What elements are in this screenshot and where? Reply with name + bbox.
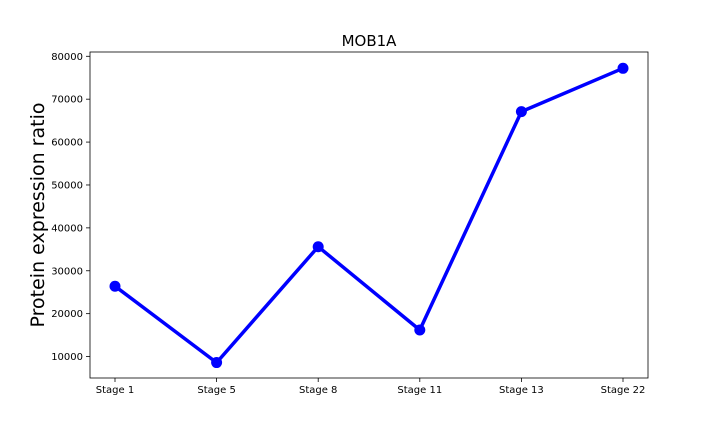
data-point <box>109 280 121 292</box>
x-tick-label: Stage 11 <box>397 385 442 396</box>
series-layer <box>109 62 629 369</box>
plot-area-frame <box>89 51 649 379</box>
y-tick-label: 20000 <box>51 309 83 320</box>
data-point <box>312 241 324 253</box>
x-tick-label: Stage 22 <box>601 385 646 396</box>
data-point <box>414 324 426 336</box>
y-tick-label: 10000 <box>51 352 83 363</box>
chart-title: MOB1A <box>342 32 398 50</box>
y-tick-label: 80000 <box>51 52 83 63</box>
y-tick-label: 70000 <box>51 95 83 106</box>
data-point <box>617 62 629 74</box>
x-tick-label: Stage 13 <box>499 385 544 396</box>
x-tick-label: Stage 1 <box>96 385 134 396</box>
x-tick-label: Stage 5 <box>197 385 235 396</box>
x-axis-ticks: Stage 1 Stage 5 Stage 8 Stage 11 Stage 13 Sta… <box>96 378 646 396</box>
y-tick-label: 30000 <box>51 266 83 277</box>
y-tick-label: 40000 <box>51 223 83 234</box>
y-tick-label: 50000 <box>51 180 83 191</box>
y-axis-ticks: 10000 20000 30000 40000 50000 60000 70000 80000 <box>51 52 90 363</box>
data-point <box>211 357 223 369</box>
y-tick-label: 60000 <box>51 138 83 149</box>
data-point <box>515 106 527 118</box>
series-line <box>113 66 625 365</box>
x-tick-label: Stage 8 <box>299 385 337 396</box>
y-axis-label: Protein expression ratio <box>27 103 49 328</box>
